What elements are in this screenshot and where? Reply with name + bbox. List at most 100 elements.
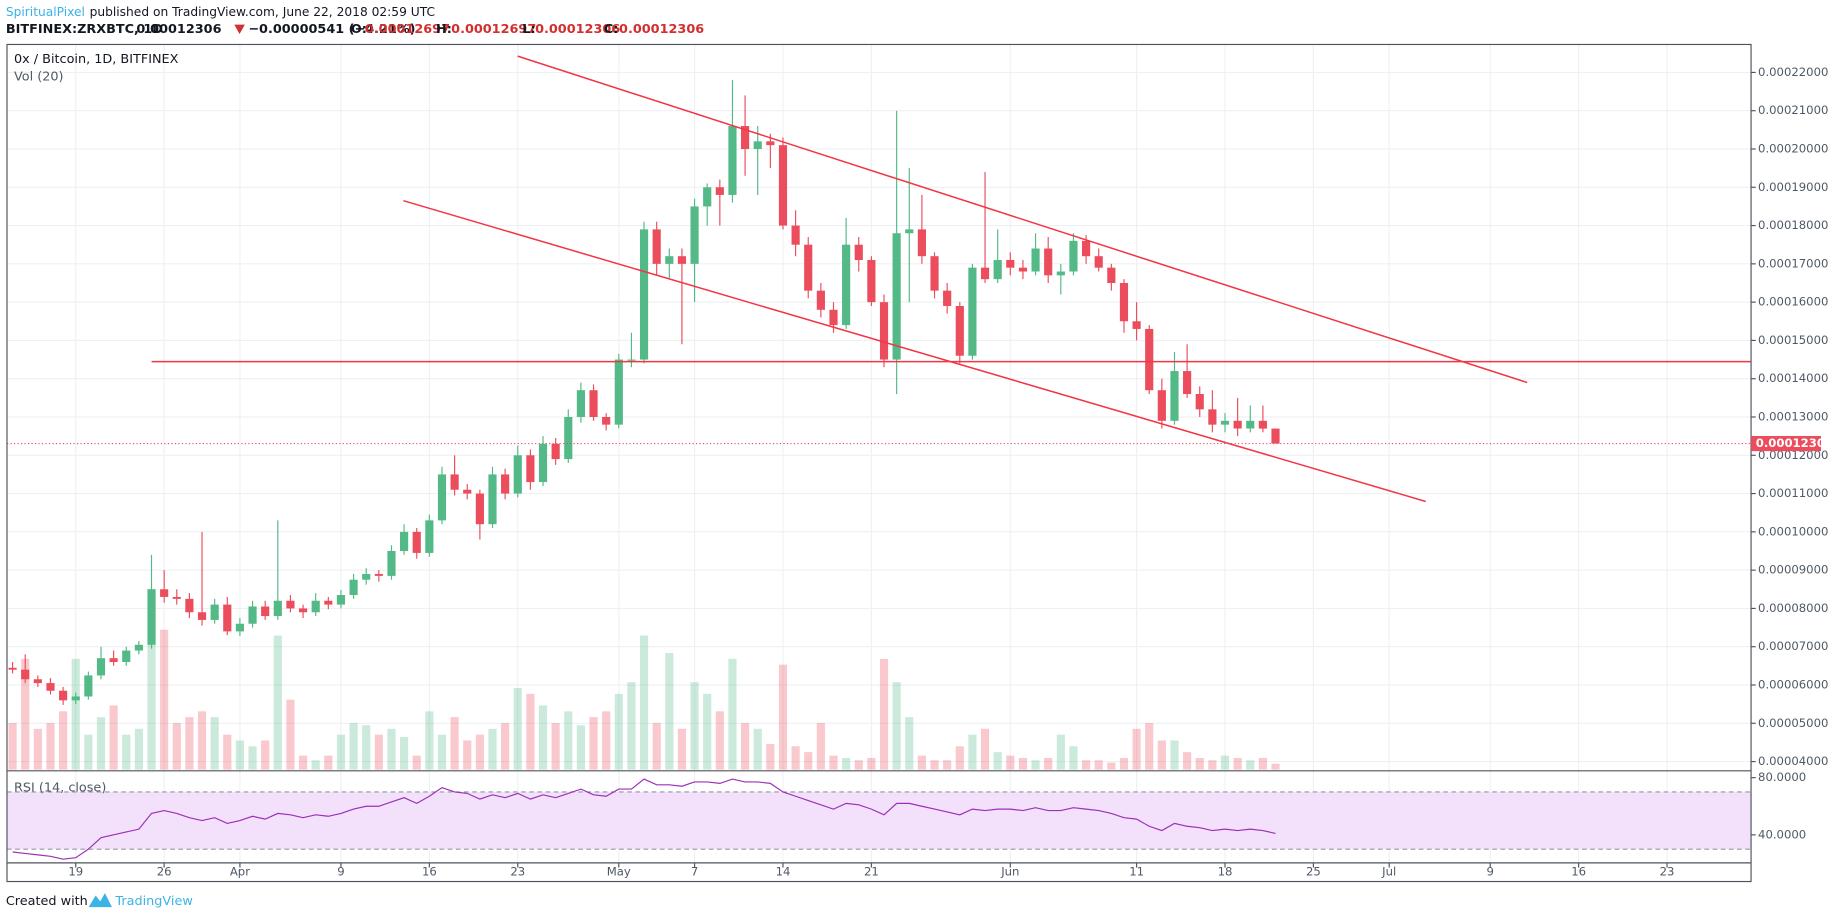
candle-body [59,690,68,701]
author[interactable]: SpiritualPixel [6,4,85,18]
volume-bar [1145,722,1154,770]
candle-body [766,141,775,146]
candle-body [551,443,560,460]
volume-bar [589,717,598,770]
candle-body [147,589,156,645]
volume-bar [905,717,914,770]
volume-bar [639,635,649,770]
x-tick-label: 25 [1306,865,1321,879]
volume-bar [185,717,194,770]
published: published on TradingView.com, June 22, 2… [90,4,435,18]
candle-body [526,455,535,483]
volume-bar [21,658,30,770]
volume-bar [778,664,788,770]
candle-body [1183,371,1192,395]
y-tick-label: 0.00020000 [1758,141,1828,155]
volume-bar [526,693,535,770]
volume-bar [576,725,585,770]
candle-body [8,667,17,670]
y-tick-label: 0.00019000 [1758,180,1828,194]
x-tick-label: 19 [68,865,83,879]
volume-bar [690,682,699,770]
candle-body [980,267,990,280]
volume-bar [741,722,750,770]
candle-body [1132,321,1141,329]
y-tick-label: 0.00021000 [1758,103,1828,117]
candle-body [1233,420,1242,429]
volume-bar [1170,740,1179,770]
volume-bar [336,734,346,770]
x-tick-label: 21 [864,865,879,879]
volume-bar [96,717,106,770]
candle-body [652,229,661,264]
candle-body [905,229,914,234]
volume-bar [968,734,977,770]
y-tick-label: 0.00014000 [1758,371,1828,385]
volume-bar [703,693,712,770]
candle-body [374,573,383,576]
footer-brand[interactable]: TradingView [114,894,192,909]
candle-body [71,696,80,701]
volume-bar [437,734,447,770]
candle-body [677,256,687,264]
volume-bar [728,658,737,770]
candle-body [122,650,131,663]
x-tick-label: 14 [776,865,791,879]
volume-bar [829,755,838,770]
volume-bar [501,722,510,770]
rsi-tick-label: 80.0000 [1758,770,1806,784]
candle-body [160,589,169,597]
volume-bar [122,734,131,770]
x-tick-label: May [607,865,631,879]
candle-body [235,623,244,632]
candle-body [538,443,548,483]
volume-bar [1119,757,1129,770]
tradingview-logo[interactable] [88,893,112,908]
candle-body [943,290,952,306]
candle-body [336,595,346,605]
candle-body [1220,420,1230,425]
candle-body [475,493,484,525]
volume-bar [766,743,775,770]
candle-body [703,187,712,207]
volume-bar [867,757,876,770]
labels: SpiritualPixel published on TradingView.c… [6,4,1828,909]
volume-bar [551,722,560,770]
y-tick-label: 0.00015000 [1758,333,1828,347]
volume-bar [109,705,118,770]
candle-body [955,305,964,356]
x-tick-label: 9 [337,865,344,879]
volume-bar [286,699,295,770]
volume-bar [1082,760,1091,770]
volume-bar [879,658,889,770]
volume-bar [134,728,143,770]
x-tick-label: Jul [1381,865,1396,879]
candle-body [437,474,447,521]
rsi-band [6,791,1752,850]
volume-bar [400,736,409,770]
volume-bar [854,760,863,770]
volume-bar [1233,757,1242,770]
x-tick-label: 16 [1571,865,1586,879]
change: −0.00000541 (−4.21%) [248,22,415,37]
candle-body [842,244,851,326]
candle-body [1069,240,1078,272]
volume-bar [1069,746,1078,770]
candle-body [84,675,93,697]
footer-created: Created with [6,894,88,909]
y-tick-label: 0.00007000 [1758,639,1828,653]
candle-body [1031,248,1040,272]
volume-bar [955,746,964,770]
volume-bar [892,682,901,770]
volume-bar [197,711,207,770]
volume-bar [1220,755,1230,770]
volume-bar [1258,757,1267,770]
y-tick-label: 0.00013000 [1758,409,1828,423]
volume-bar [1183,752,1192,770]
candle-body [210,604,219,620]
y-tick-label: 0.00010000 [1758,524,1828,538]
volume-bar [627,682,636,770]
candle-body [349,579,358,596]
candle-body [829,309,838,326]
volume-bar [84,734,93,770]
